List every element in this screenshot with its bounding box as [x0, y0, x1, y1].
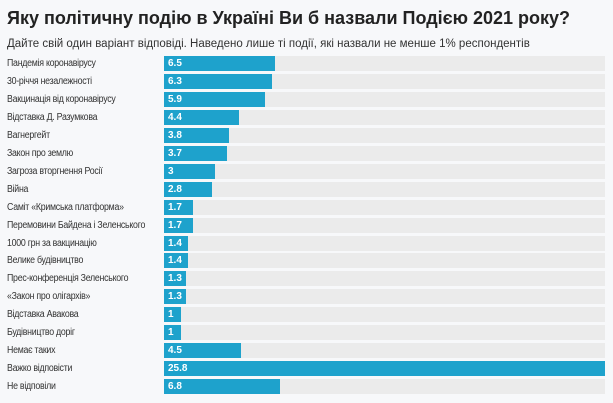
- bar: [164, 379, 281, 395]
- category-label: Важко відповісти: [7, 363, 73, 375]
- category-label: Будівництво доріг: [7, 327, 75, 339]
- bar: [164, 181, 212, 197]
- bar-track: 1: [164, 307, 605, 323]
- bar-row: Вакцинація від коронавірусу 5.9: [0, 91, 613, 108]
- category-label: Вагнергейт: [7, 129, 50, 141]
- category-label: Війна: [7, 183, 29, 195]
- data-label: 1.3: [168, 273, 182, 285]
- category-label: Не відповіли: [7, 381, 56, 393]
- bar: [164, 325, 182, 341]
- bar: [164, 235, 188, 251]
- data-label: 1.7: [168, 201, 182, 213]
- data-label: 3.8: [168, 129, 182, 141]
- bar-track: 1.3: [164, 289, 605, 305]
- bar-track: 5.9: [164, 91, 605, 107]
- category-label: Загроза вторгнення Росії: [7, 165, 103, 177]
- chart-subtitle: Дайте свій один варіант відповіді. Навед…: [7, 38, 530, 50]
- bar-track: 6.8: [164, 379, 605, 395]
- bar-track: 6.5: [164, 56, 605, 71]
- data-label: 3.7: [168, 147, 182, 159]
- data-label: 1: [168, 309, 174, 321]
- bar-track: 2.8: [164, 181, 605, 197]
- bar-row: Важко відповісти 25.8: [0, 361, 613, 377]
- bar: [164, 361, 605, 377]
- bar: [164, 307, 182, 323]
- bar: [164, 343, 241, 359]
- data-label: 6.8: [168, 381, 182, 393]
- bar: [164, 91, 265, 107]
- category-label: Прес-конференція Зеленського: [7, 273, 129, 285]
- bar: [164, 73, 272, 89]
- data-label: 4.4: [168, 111, 182, 123]
- bar-track: 4.5: [164, 343, 605, 359]
- data-label: 2.8: [168, 183, 182, 195]
- bar-track: 3: [164, 163, 605, 179]
- bar-row: Будівництво доріг 1: [0, 325, 613, 341]
- bar-row: Вагнергейт 3.8: [0, 127, 613, 144]
- category-label: «Закон про олігархів»: [7, 291, 91, 303]
- bar-row: Війна 2.8: [0, 181, 613, 198]
- bar-row: Загроза вторгнення Росії 3: [0, 163, 613, 180]
- category-label: Саміт «Кримська платформа»: [7, 201, 124, 213]
- category-label: 30-річчя незалежності: [7, 75, 92, 87]
- bar-row: 30-річчя незалежності 6.3: [0, 73, 613, 90]
- data-label: 6.5: [168, 58, 182, 69]
- bar: [164, 56, 276, 71]
- bar: [164, 163, 216, 179]
- category-label: Закон про землю: [7, 147, 74, 159]
- bar-track: 6.3: [164, 73, 605, 89]
- bar: [164, 271, 187, 287]
- bar: [164, 109, 240, 125]
- data-label: 4.5: [168, 345, 182, 357]
- bar-track: 25.8: [164, 361, 605, 377]
- category-label: Відставка Д. Разумкова: [7, 111, 98, 123]
- bar: [164, 253, 188, 269]
- data-label: 1: [168, 327, 174, 339]
- bar-track: 1.7: [164, 199, 605, 215]
- category-label: Перемовини Байдена і Зеленського: [7, 219, 146, 231]
- bar-row: Не відповіли 6.8: [0, 379, 613, 395]
- bar-track: 1.7: [164, 217, 605, 233]
- bar-track: 1.3: [164, 271, 605, 287]
- bar: [164, 289, 187, 305]
- bar-track: 1.4: [164, 235, 605, 251]
- data-label: 1.4: [168, 255, 182, 267]
- bar-row: Велике будівництво 1.4: [0, 253, 613, 269]
- bar-track: 1.4: [164, 253, 605, 269]
- bar: [164, 145, 228, 161]
- bar: [164, 217, 194, 233]
- bar-track: 3.8: [164, 127, 605, 143]
- category-label: Немає таких: [7, 345, 56, 357]
- data-label: 1.4: [168, 237, 182, 249]
- category-label: Відставка Авакова: [7, 309, 79, 321]
- category-label: 1000 грн за вакцинацію: [7, 237, 97, 249]
- data-label: 3: [168, 165, 174, 177]
- data-label: 25.8: [168, 363, 188, 375]
- bar-row: «Закон про олігархів» 1.3: [0, 289, 613, 305]
- data-label: 5.9: [168, 93, 182, 105]
- bar-row: Пандемія коронавірусу 6.5: [0, 56, 613, 72]
- bar-row: Прес-конференція Зеленського 1.3: [0, 271, 613, 287]
- bar-row: Відставка Авакова 1: [0, 307, 613, 323]
- bar: [164, 199, 194, 215]
- chart-title: Яку політичну подію в Україні Ви б назва…: [7, 8, 571, 28]
- category-label: Пандемія коронавірусу: [7, 58, 96, 69]
- bar-row: Немає таких 4.5: [0, 343, 613, 359]
- bar-row: Закон про землю 3.7: [0, 145, 613, 162]
- category-label: Велике будівництво: [7, 255, 84, 267]
- bar-row: Саміт «Кримська платформа» 1.7: [0, 199, 613, 216]
- bar-row: Перемовини Байдена і Зеленського 1.7: [0, 217, 613, 234]
- data-label: 1.3: [168, 291, 182, 303]
- data-label: 6.3: [168, 75, 182, 87]
- category-label: Вакцинація від коронавірусу: [7, 93, 116, 105]
- bar-row: Відставка Д. Разумкова 4.4: [0, 109, 613, 126]
- bar-track: 4.4: [164, 109, 605, 125]
- bar-row: 1000 грн за вакцинацію 1.4: [0, 235, 613, 252]
- data-label: 1.7: [168, 219, 182, 231]
- bar-track: 1: [164, 325, 605, 341]
- bar-track: 3.7: [164, 145, 605, 161]
- bar: [164, 127, 229, 143]
